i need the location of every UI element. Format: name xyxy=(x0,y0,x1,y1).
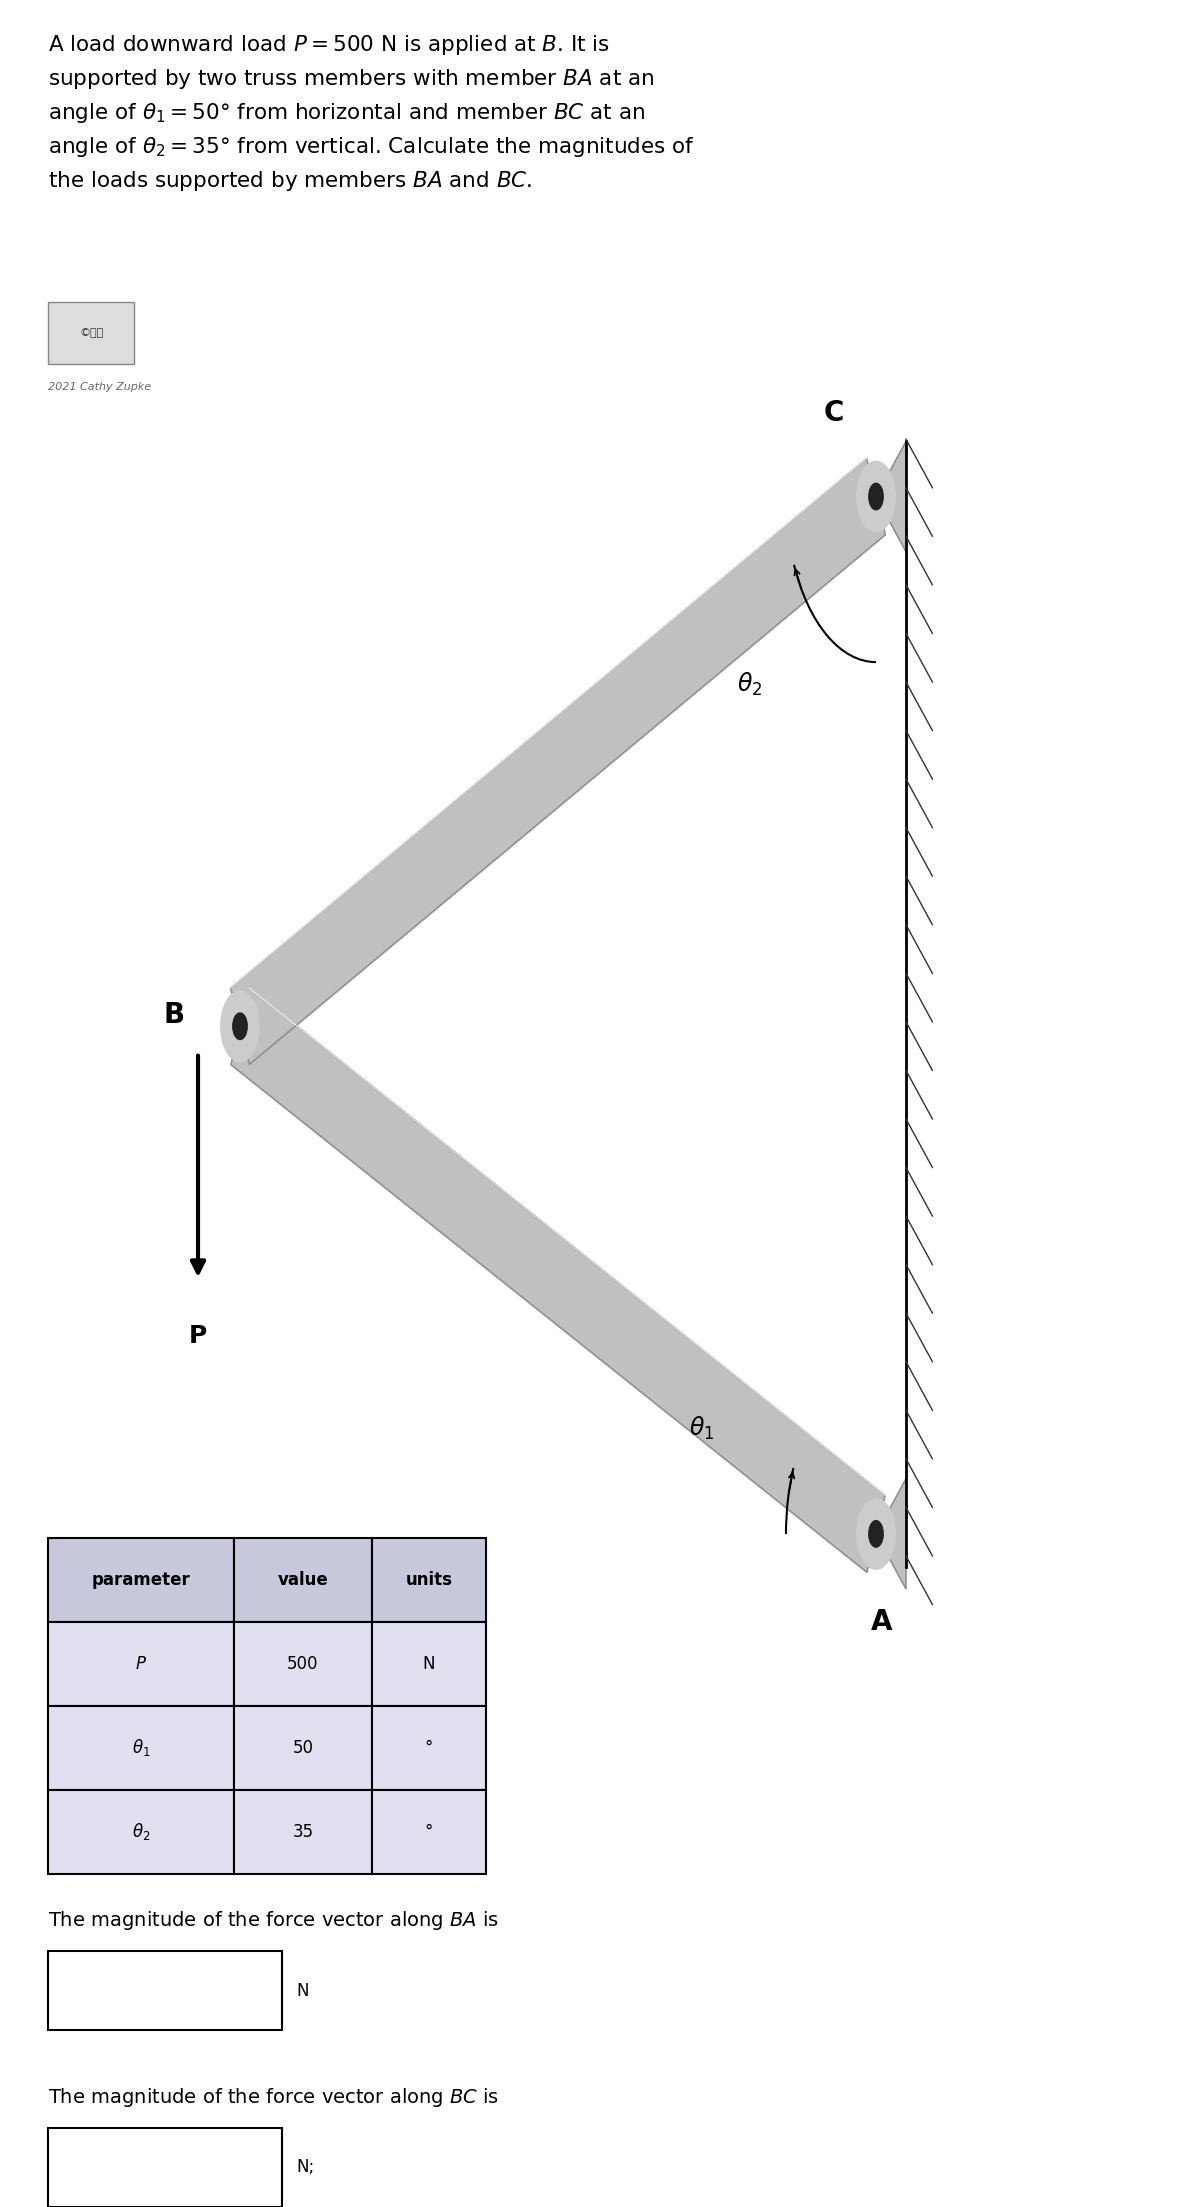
Text: $\theta_2$: $\theta_2$ xyxy=(737,671,763,697)
FancyBboxPatch shape xyxy=(372,1706,486,1790)
Text: ©ⓘⓢ: ©ⓘⓢ xyxy=(79,329,103,338)
Polygon shape xyxy=(230,989,886,1571)
Text: N: N xyxy=(422,1655,436,1673)
Text: $P$: $P$ xyxy=(134,1655,148,1673)
Circle shape xyxy=(869,483,883,510)
FancyBboxPatch shape xyxy=(234,1706,372,1790)
Text: °: ° xyxy=(425,1823,433,1841)
Circle shape xyxy=(857,461,895,532)
Text: $\theta_2$: $\theta_2$ xyxy=(132,1821,150,1843)
FancyBboxPatch shape xyxy=(372,1790,486,1874)
FancyBboxPatch shape xyxy=(48,1706,234,1790)
FancyBboxPatch shape xyxy=(234,1790,372,1874)
FancyBboxPatch shape xyxy=(234,1622,372,1706)
Text: value: value xyxy=(277,1571,329,1589)
FancyBboxPatch shape xyxy=(234,1538,372,1622)
Text: N: N xyxy=(296,1982,308,2000)
Text: C: C xyxy=(824,399,844,426)
Polygon shape xyxy=(230,459,886,1064)
Text: N;: N; xyxy=(296,2158,314,2176)
Text: B: B xyxy=(163,1002,185,1028)
Circle shape xyxy=(869,1521,883,1547)
Text: A: A xyxy=(871,1609,893,1635)
Circle shape xyxy=(233,1013,247,1039)
FancyBboxPatch shape xyxy=(372,1622,486,1706)
FancyBboxPatch shape xyxy=(48,1622,234,1706)
Text: 500: 500 xyxy=(287,1655,319,1673)
Text: The magnitude of the force vector along $BC$ is: The magnitude of the force vector along … xyxy=(48,2086,499,2108)
Text: 35: 35 xyxy=(293,1823,313,1841)
FancyBboxPatch shape xyxy=(48,1790,234,1874)
Text: °: ° xyxy=(425,1739,433,1757)
Text: 50: 50 xyxy=(293,1739,313,1757)
Text: $\theta_1$: $\theta_1$ xyxy=(132,1737,150,1759)
Text: parameter: parameter xyxy=(91,1571,191,1589)
Text: $\theta_1$: $\theta_1$ xyxy=(689,1415,715,1441)
Polygon shape xyxy=(876,1479,906,1589)
Circle shape xyxy=(857,1499,895,1569)
FancyBboxPatch shape xyxy=(48,302,134,364)
Text: The magnitude of the force vector along $BA$ is: The magnitude of the force vector along … xyxy=(48,1909,499,1931)
FancyBboxPatch shape xyxy=(48,1538,234,1622)
FancyBboxPatch shape xyxy=(372,1538,486,1622)
Text: units: units xyxy=(406,1571,452,1589)
Text: P: P xyxy=(188,1324,208,1348)
FancyBboxPatch shape xyxy=(48,1951,282,2030)
Text: A load downward load $P = 500$ N is applied at $B$. It is
supported by two truss: A load downward load $P = 500$ N is appl… xyxy=(48,33,695,192)
Polygon shape xyxy=(876,441,906,552)
FancyBboxPatch shape xyxy=(48,2128,282,2207)
Text: 2021 Cathy Zupke: 2021 Cathy Zupke xyxy=(48,382,151,393)
Circle shape xyxy=(221,991,259,1062)
